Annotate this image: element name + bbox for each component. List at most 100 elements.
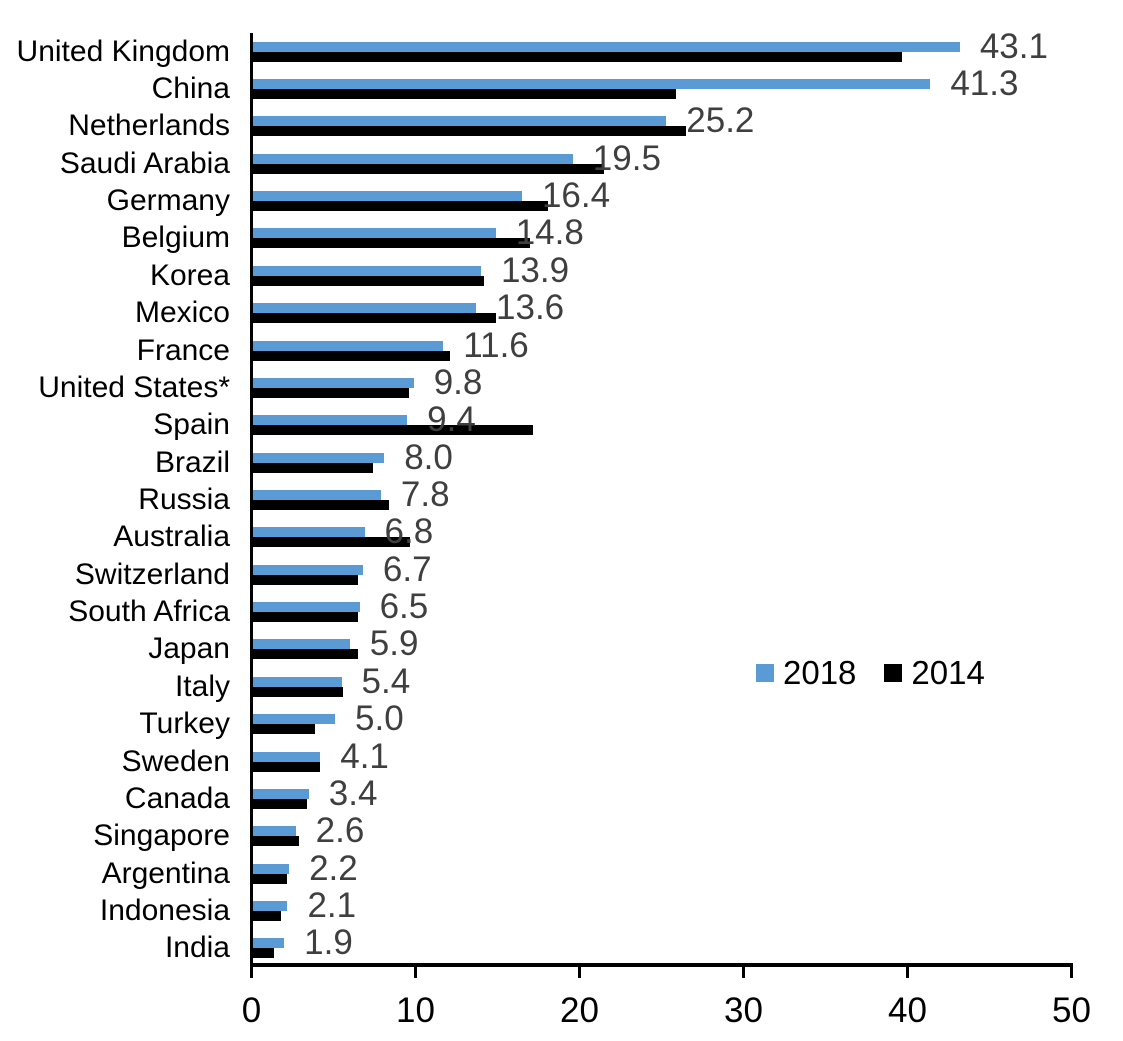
bar-2014 — [253, 798, 308, 809]
bar-2014 — [253, 462, 373, 473]
bar-2014 — [253, 761, 321, 772]
bar-group: 5.9 — [253, 626, 1073, 668]
category-label: Japan — [148, 632, 230, 666]
bar-2018 — [253, 900, 288, 911]
series-row-2018: 4.1 — [253, 739, 1073, 774]
x-axis-tick-label: 20 — [560, 991, 599, 1030]
series-row-2014 — [253, 612, 1073, 623]
value-label: 13.6 — [496, 288, 565, 328]
x-axis-tick-mark — [250, 967, 253, 978]
x-axis-tick-label: 40 — [888, 991, 927, 1030]
series-row-2018: 5.9 — [253, 626, 1073, 661]
bar-group: 13.9 — [253, 250, 1073, 294]
bar-group: 41.3 — [253, 66, 1073, 107]
bar-2018 — [253, 452, 385, 463]
category-label: United States* — [38, 370, 230, 404]
value-label: 2.2 — [309, 848, 358, 888]
series-row-2014 — [253, 649, 1073, 660]
bar-2018 — [253, 415, 408, 426]
category-label: China — [151, 72, 230, 106]
category-label: Netherlands — [68, 109, 230, 143]
series-row-2018: 1.9 — [253, 923, 1073, 963]
bar-2014 — [253, 574, 358, 585]
bar-2018 — [253, 265, 481, 276]
x-axis: 0 10 20 30 40 50 — [242, 967, 1091, 1037]
bar-group: 25.2 — [253, 101, 1073, 145]
bar-2014 — [253, 612, 358, 623]
category-label: Indonesia — [99, 893, 230, 927]
category-label: India — [164, 931, 230, 965]
value-label: 1.9 — [304, 923, 353, 963]
series-row-2018: 2.2 — [253, 848, 1073, 888]
bar-2014 — [253, 126, 686, 137]
bar-2018 — [253, 639, 350, 650]
category-label: United Kingdom — [16, 34, 230, 68]
bar-2014 — [253, 649, 358, 660]
series-row-2014 — [253, 51, 1073, 62]
bar-2018 — [253, 41, 960, 52]
series-row-2018: 3.4 — [253, 773, 1073, 813]
bar-group: 6.7 — [253, 552, 1073, 593]
value-label: 9.8 — [433, 362, 483, 402]
plot-area: 43.1 41.3 25.2 19.5 16.4 14.8 13.9 13.6 11.6 9.8 9… — [253, 26, 1073, 967]
bar-group: 2.6 — [253, 811, 1073, 855]
value-label: 9.4 — [427, 400, 476, 440]
bar-2018 — [253, 191, 522, 202]
value-label: 2.6 — [315, 811, 365, 851]
bar-2018 — [253, 714, 335, 725]
bar-group: 1.9 — [253, 923, 1073, 967]
bar-group: 19.5 — [253, 141, 1073, 182]
series-row-2018: 2.6 — [253, 811, 1073, 851]
bar-group: 8.0 — [253, 440, 1073, 481]
bar-2014 — [253, 275, 485, 286]
bar-2018 — [253, 938, 285, 949]
value-label: 7.8 — [400, 474, 450, 514]
bar-2018 — [253, 676, 342, 687]
series-row-2014 — [253, 126, 1073, 137]
bar-2018 — [253, 340, 444, 351]
series-row-2018: 13.6 — [253, 288, 1073, 328]
series-row-2014 — [253, 425, 1073, 436]
value-label: 13.9 — [500, 250, 570, 290]
legend-item-2018: 2018 — [756, 656, 856, 690]
value-label: 6.8 — [384, 512, 434, 552]
bar-group: 7.8 — [253, 474, 1073, 518]
series-row-2018: 11.6 — [253, 328, 1073, 363]
series-row-2014 — [253, 163, 1073, 174]
bar-2018 — [253, 116, 667, 127]
series-row-2018: 5.0 — [253, 701, 1073, 736]
series-row-2014 — [253, 462, 1073, 473]
series-row-2014 — [253, 201, 1073, 212]
legend-item-2014: 2014 — [884, 656, 985, 690]
value-label: 3.4 — [328, 773, 378, 813]
bar-2018 — [253, 863, 290, 874]
series-row-2014 — [253, 499, 1073, 510]
bar-2018 — [253, 564, 363, 575]
category-axis: United Kingdom China Netherlands Saudi Arab… — [0, 33, 230, 967]
category-label: Singapore — [93, 819, 230, 853]
category-label: Saudi Arabia — [59, 146, 230, 180]
x-axis-tick-mark — [414, 967, 417, 978]
series-row-2014 — [253, 574, 1073, 585]
bar-group: 13.6 — [253, 288, 1073, 332]
value-label: 25.2 — [686, 101, 755, 141]
x-axis-tick-label: 10 — [396, 991, 435, 1030]
bar-2018 — [253, 79, 931, 90]
bar-group: 5.4 — [253, 664, 1073, 705]
bar-2018 — [253, 751, 321, 762]
bar-2014 — [253, 724, 316, 735]
bar-2018 — [253, 228, 496, 239]
bar-2014 — [253, 201, 549, 212]
category-label: Australia — [113, 520, 230, 554]
x-axis-tick-mark — [906, 967, 909, 978]
series-row-2018: 13.9 — [253, 250, 1073, 290]
series-row-2014 — [253, 836, 1073, 847]
category-label: France — [136, 333, 230, 367]
value-label: 43.1 — [979, 26, 1048, 66]
series-row-2018: 16.4 — [253, 176, 1073, 216]
bar-2014 — [253, 948, 275, 959]
bar-group: 14.8 — [253, 215, 1073, 257]
value-label: 16.4 — [541, 176, 611, 216]
bar-2018 — [253, 602, 360, 613]
series-row-2018: 6.7 — [253, 552, 1073, 587]
